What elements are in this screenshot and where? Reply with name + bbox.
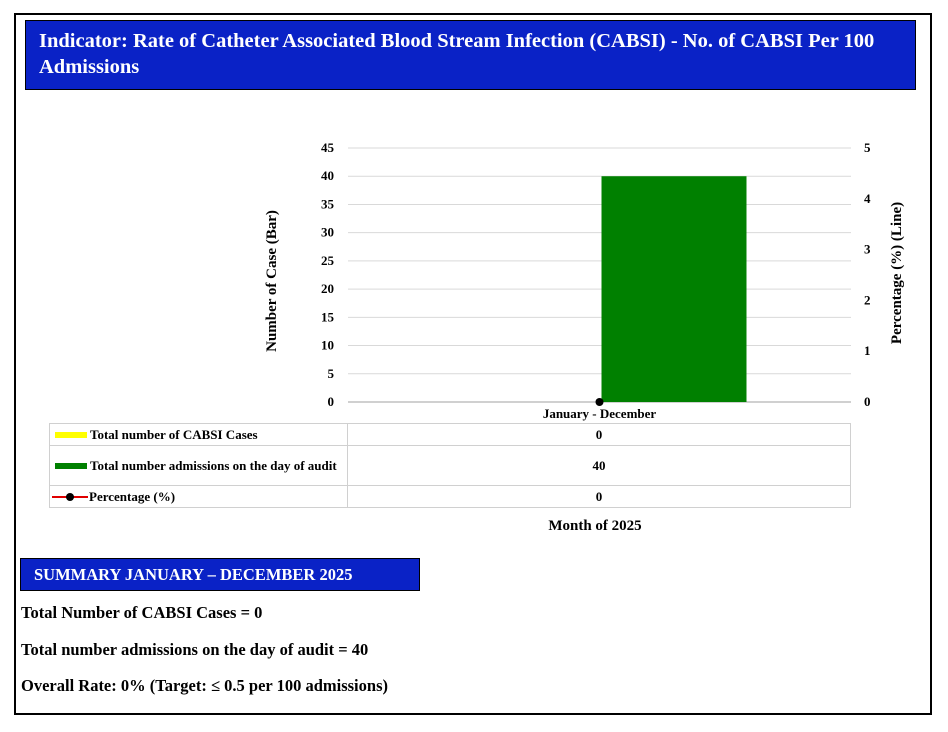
table-label-cell: Percentage (%)	[49, 485, 348, 508]
summary-heading: SUMMARY JANUARY – DECEMBER 2025	[20, 558, 420, 591]
summary-total-admissions: Total number admissions on the day of au…	[21, 640, 369, 659]
line-points	[595, 398, 604, 406]
y-tick-label: 20	[321, 281, 334, 296]
y-tick-label: 15	[321, 309, 335, 324]
bars	[601, 176, 747, 402]
y2-tick-label: 2	[864, 292, 871, 307]
y2-tick-label: 1	[864, 343, 871, 358]
table-value-cell: 0	[347, 423, 851, 446]
series-label: Total number admissions on the day of au…	[90, 457, 337, 473]
gridlines	[348, 147, 851, 403]
y2-axis-label: Percentage (%) (Line)	[889, 202, 905, 344]
percentage-point	[595, 398, 604, 406]
y-tick-label: 25	[321, 253, 335, 268]
series-label: Percentage (%)	[89, 488, 176, 504]
y-axis-label: Number of Case (Bar)	[264, 210, 280, 352]
y2-tick-label: 0	[864, 394, 871, 409]
line-legend-key	[52, 492, 88, 501]
y2-tick-label: 5	[864, 140, 871, 155]
y-tick-label: 35	[321, 196, 335, 211]
table-row: Total number admissions on the day of au…	[49, 445, 851, 486]
table-label-cell: Total number admissions on the day of au…	[49, 445, 348, 486]
y-tick-label: 0	[328, 394, 335, 409]
y-tick-label: 5	[328, 366, 335, 381]
summary-overall-rate: Overall Rate: 0% (Target: ≤ 0.5 per 100 …	[21, 676, 388, 695]
category-labels: January - December	[543, 406, 657, 421]
chart-data-table: Total number of CABSI Cases 0 Total numb…	[49, 423, 851, 508]
indicator-title: Indicator: Rate of Catheter Associated B…	[25, 20, 916, 90]
y-tick-label: 30	[321, 225, 334, 240]
report-frame	[14, 13, 932, 715]
table-value-cell: 0	[347, 485, 851, 508]
bar-total-number-admissions-on-the-day-of-audit	[601, 176, 747, 402]
y-tick-label: 10	[321, 338, 334, 353]
y-tick-label: 40	[321, 168, 334, 183]
table-row: Percentage (%) 0	[49, 485, 851, 508]
table-label-cell: Total number of CABSI Cases	[49, 423, 348, 446]
series-label: Total number of CABSI Cases	[90, 426, 258, 442]
table-row: Total number of CABSI Cases 0	[49, 423, 851, 446]
category-label: January - December	[543, 406, 657, 421]
y2-tick-label: 4	[864, 191, 871, 206]
y2-tick-label: 3	[864, 242, 871, 257]
right-axis-ticks: 0 1 2 3 4 5	[864, 140, 871, 409]
green-bar-legend-key	[55, 462, 87, 469]
y-tick-label: 45	[321, 140, 335, 155]
summary-total-cases: Total Number of CABSI Cases = 0	[21, 603, 263, 622]
yellow-bar-legend-key	[55, 431, 87, 438]
table-value-cell: 40	[347, 445, 851, 486]
left-axis-ticks: 0 5 10 15 20 25 30 35 40 45	[321, 140, 335, 409]
x-axis-label: Month of 2025	[548, 518, 642, 534]
